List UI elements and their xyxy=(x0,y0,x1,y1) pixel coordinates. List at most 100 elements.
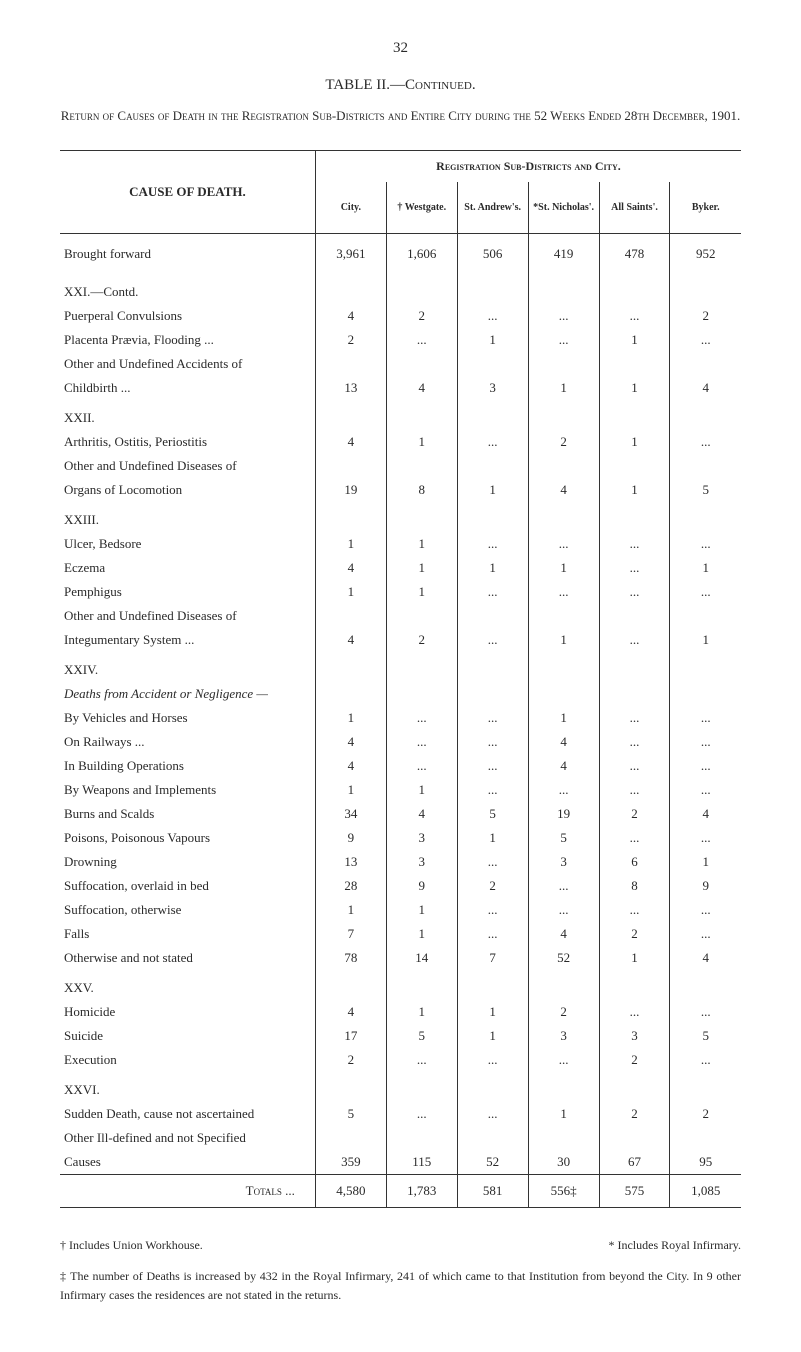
cause-label: Childbirth ... xyxy=(60,376,315,400)
cell-value: 1 xyxy=(599,430,670,454)
cell-value: 4 xyxy=(315,556,386,580)
cell-value: ... xyxy=(457,1048,528,1072)
cell-value: ... xyxy=(670,1048,741,1072)
cell-value: 4 xyxy=(670,802,741,826)
cell-value: 1 xyxy=(457,478,528,502)
cell-value: 1 xyxy=(386,580,457,604)
cell-value: ... xyxy=(457,430,528,454)
section-heading: XXIV. xyxy=(60,652,315,682)
table-row: Execution2.........2... xyxy=(60,1048,741,1072)
section-heading-row: XXIV. xyxy=(60,652,741,682)
footnote-right: * Includes Royal Infirmary. xyxy=(608,1238,741,1253)
section-heading-row: XXV. xyxy=(60,970,741,1000)
section-heading-row: XXVI. xyxy=(60,1072,741,1102)
cell-value: 28 xyxy=(315,874,386,898)
section-heading: XXVI. xyxy=(60,1072,315,1102)
cell-value: 5 xyxy=(386,1024,457,1048)
cell-value: 4 xyxy=(315,730,386,754)
cell-value: 5 xyxy=(315,1102,386,1126)
cell-value: ... xyxy=(528,778,599,802)
cell-value: ... xyxy=(386,754,457,778)
cause-label: Brought forward xyxy=(60,233,315,274)
cause-label: Placenta Prævia, Flooding ... xyxy=(60,328,315,352)
cell-value: 1 xyxy=(386,532,457,556)
table-row: Otherwise and not stated781475214 xyxy=(60,946,741,970)
cell-value: 9 xyxy=(670,874,741,898)
table-row: By Weapons and Implements11............ xyxy=(60,778,741,802)
cell-value: 52 xyxy=(457,1150,528,1175)
cell-value: 1 xyxy=(386,898,457,922)
cell-value: 2 xyxy=(599,1048,670,1072)
table-row: Suffocation, otherwise11............ xyxy=(60,898,741,922)
cell-value: 556‡ xyxy=(528,1174,599,1207)
column-header: All Saints'. xyxy=(599,182,670,234)
cell-value: 4 xyxy=(528,730,599,754)
cell-value: 1 xyxy=(599,328,670,352)
page-number: 32 xyxy=(60,40,741,57)
cell-value: 2 xyxy=(386,304,457,328)
cell-value: 3,961 xyxy=(315,233,386,274)
cell-value: 4 xyxy=(315,754,386,778)
cause-label: Puerperal Convulsions xyxy=(60,304,315,328)
section-heading-row: XXIII. xyxy=(60,502,741,532)
cell-value: 2 xyxy=(670,304,741,328)
table-row: Pemphigus11............ xyxy=(60,580,741,604)
cell-value: 6 xyxy=(599,850,670,874)
cell-value: ... xyxy=(528,532,599,556)
table-row: Childbirth ...1343114 xyxy=(60,376,741,400)
column-header: St. Andrew's. xyxy=(457,182,528,234)
cell-value: ... xyxy=(386,730,457,754)
cell-value: ... xyxy=(457,1102,528,1126)
table-row: Sudden Death, cause not ascertained5....… xyxy=(60,1102,741,1126)
cell-value: 1 xyxy=(528,556,599,580)
cell-value: 1,085 xyxy=(670,1174,741,1207)
cell-value: 52 xyxy=(528,946,599,970)
column-header: † Westgate. xyxy=(386,182,457,234)
cell-value: ... xyxy=(670,754,741,778)
cell-value: ... xyxy=(670,430,741,454)
cell-value: ... xyxy=(599,304,670,328)
cell-value: 4 xyxy=(528,478,599,502)
cell-value: ... xyxy=(599,826,670,850)
cell-value: 4 xyxy=(670,376,741,400)
cell-value: ... xyxy=(528,304,599,328)
footnotes: † Includes Union Workhouse. * Includes R… xyxy=(60,1238,741,1305)
cause-label: Suicide xyxy=(60,1024,315,1048)
cell-value: ... xyxy=(386,1048,457,1072)
table-row: Arthritis, Ostitis, Periostitis41...21..… xyxy=(60,430,741,454)
cell-value: 478 xyxy=(599,233,670,274)
table-row: Burns and Scalds34451924 xyxy=(60,802,741,826)
cell-value: 4 xyxy=(528,922,599,946)
cell-value: 1 xyxy=(315,706,386,730)
cell-value: 1 xyxy=(386,922,457,946)
section-heading-row: Other Ill-defined and not Specified xyxy=(60,1126,741,1150)
cell-value: 5 xyxy=(670,1024,741,1048)
cell-value: ... xyxy=(457,706,528,730)
cause-label: Eczema xyxy=(60,556,315,580)
table-row: Suicide1751335 xyxy=(60,1024,741,1048)
cell-value: ... xyxy=(457,898,528,922)
cell-value: 2 xyxy=(599,922,670,946)
cell-value: ... xyxy=(670,1000,741,1024)
cause-label: Causes xyxy=(60,1150,315,1175)
cell-value: ... xyxy=(599,532,670,556)
footnote-left: † Includes Union Workhouse. xyxy=(60,1238,203,1253)
cell-value: 1 xyxy=(457,556,528,580)
cell-value: 5 xyxy=(670,478,741,502)
column-header: *St. Nicholas'. xyxy=(528,182,599,234)
cell-value: 7 xyxy=(457,946,528,970)
cause-label: By Weapons and Implements xyxy=(60,778,315,802)
cell-value: 4,580 xyxy=(315,1174,386,1207)
cell-value: 4 xyxy=(386,376,457,400)
cell-value: 67 xyxy=(599,1150,670,1175)
cell-value: 1 xyxy=(457,328,528,352)
section-heading: Other and Undefined Accidents of xyxy=(60,352,315,376)
section-heading: Other and Undefined Diseases of xyxy=(60,604,315,628)
cell-value: ... xyxy=(670,922,741,946)
cause-label: In Building Operations xyxy=(60,754,315,778)
cell-value: 3 xyxy=(528,1024,599,1048)
cell-value: 1 xyxy=(386,1000,457,1024)
cell-value: 1 xyxy=(528,1102,599,1126)
cause-label: Falls xyxy=(60,922,315,946)
table-row: By Vehicles and Horses1......1...... xyxy=(60,706,741,730)
